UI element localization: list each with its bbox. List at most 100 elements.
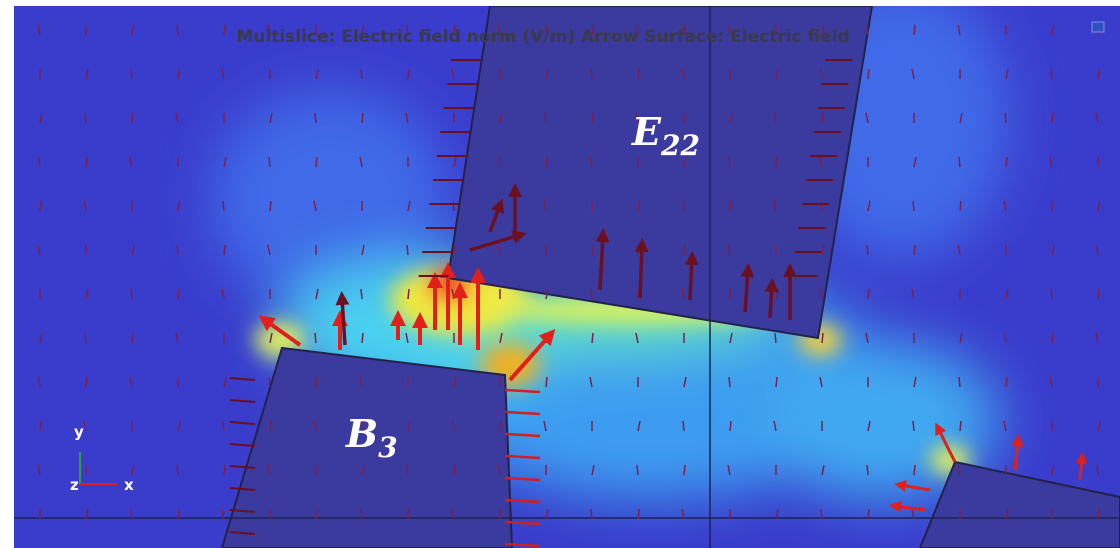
arrow bbox=[868, 509, 869, 519]
arrow bbox=[684, 465, 685, 475]
arrow bbox=[361, 509, 362, 519]
arrow bbox=[729, 377, 730, 387]
arrow bbox=[868, 69, 869, 79]
arrow bbox=[545, 113, 546, 123]
arrow bbox=[40, 201, 41, 211]
arrow bbox=[270, 421, 271, 431]
arrow bbox=[453, 421, 454, 431]
arrow bbox=[1098, 509, 1099, 519]
arrow bbox=[1005, 113, 1006, 123]
arrow bbox=[1052, 333, 1053, 343]
arrow bbox=[683, 201, 684, 211]
arrow bbox=[822, 113, 823, 123]
arrow bbox=[40, 421, 41, 431]
arrow bbox=[637, 465, 638, 475]
arrow bbox=[500, 421, 501, 431]
arrow bbox=[821, 289, 822, 299]
arrow bbox=[1051, 289, 1052, 299]
arrow bbox=[362, 333, 363, 343]
arrow bbox=[39, 377, 40, 387]
arrow bbox=[776, 377, 777, 387]
arrow bbox=[867, 465, 868, 475]
arrow bbox=[867, 245, 868, 255]
arrow bbox=[454, 245, 455, 255]
arrow bbox=[1097, 245, 1098, 255]
arrow bbox=[223, 421, 224, 431]
arrow bbox=[362, 113, 363, 123]
axis-label: z bbox=[70, 476, 79, 494]
arrow bbox=[730, 421, 731, 431]
arrow bbox=[1006, 157, 1007, 167]
label-sub: 3 bbox=[378, 431, 397, 464]
arrow bbox=[1052, 113, 1053, 123]
arrow bbox=[316, 377, 317, 387]
arrow bbox=[177, 245, 178, 255]
arrow bbox=[315, 113, 316, 123]
arrow bbox=[407, 465, 408, 475]
arrow bbox=[638, 69, 639, 79]
arrow bbox=[546, 157, 547, 167]
label-base: B bbox=[345, 411, 378, 456]
arrow bbox=[223, 201, 224, 211]
arrow bbox=[591, 289, 592, 299]
arrow bbox=[770, 285, 772, 318]
arrow bbox=[224, 245, 225, 255]
arrow bbox=[591, 509, 592, 519]
arrow bbox=[85, 333, 86, 343]
arrow bbox=[775, 333, 776, 343]
arrow bbox=[499, 157, 500, 167]
arrow bbox=[775, 113, 776, 123]
arrow bbox=[867, 25, 868, 35]
arrow bbox=[453, 201, 454, 211]
arrow bbox=[914, 465, 915, 475]
arrow bbox=[546, 377, 547, 387]
arrow bbox=[638, 509, 639, 519]
arrow bbox=[730, 201, 731, 211]
arrow bbox=[1051, 69, 1052, 79]
arrow bbox=[85, 113, 86, 123]
arrow bbox=[591, 69, 592, 79]
arrow bbox=[86, 377, 87, 387]
arrow bbox=[913, 421, 914, 431]
arrow bbox=[592, 333, 593, 343]
arrow bbox=[683, 421, 684, 431]
arrow bbox=[269, 377, 270, 387]
arrow bbox=[729, 157, 730, 167]
arrow bbox=[1006, 377, 1007, 387]
arrow bbox=[1005, 333, 1006, 343]
arrow bbox=[960, 201, 961, 211]
arrow bbox=[408, 509, 409, 519]
view-icon[interactable] bbox=[1092, 22, 1104, 32]
arrow bbox=[131, 69, 132, 79]
arrow bbox=[959, 157, 960, 167]
arrow bbox=[959, 377, 960, 387]
arrow bbox=[407, 245, 408, 255]
arrow bbox=[361, 69, 362, 79]
arrow bbox=[499, 377, 500, 387]
axis-label: y bbox=[74, 423, 84, 441]
arrow bbox=[269, 157, 270, 167]
arrow bbox=[776, 157, 777, 167]
arrow bbox=[177, 25, 178, 35]
arrow bbox=[86, 157, 87, 167]
arrow bbox=[454, 465, 455, 475]
label-sub: 22 bbox=[660, 129, 700, 162]
arrow bbox=[684, 245, 685, 255]
arrow bbox=[1097, 465, 1098, 475]
label-base: E bbox=[631, 109, 662, 154]
arrow bbox=[960, 421, 961, 431]
arrow bbox=[1080, 458, 1082, 480]
arrow bbox=[131, 509, 132, 519]
arrow bbox=[690, 258, 692, 300]
arrow bbox=[177, 465, 178, 475]
arrow bbox=[821, 509, 822, 519]
arrow bbox=[637, 245, 638, 255]
arrow bbox=[39, 157, 40, 167]
arrow bbox=[361, 289, 362, 299]
arrow bbox=[592, 113, 593, 123]
arrow bbox=[178, 289, 179, 299]
arrow bbox=[178, 69, 179, 79]
arrow bbox=[131, 289, 132, 299]
arrow bbox=[640, 245, 642, 298]
arrow bbox=[224, 25, 225, 35]
